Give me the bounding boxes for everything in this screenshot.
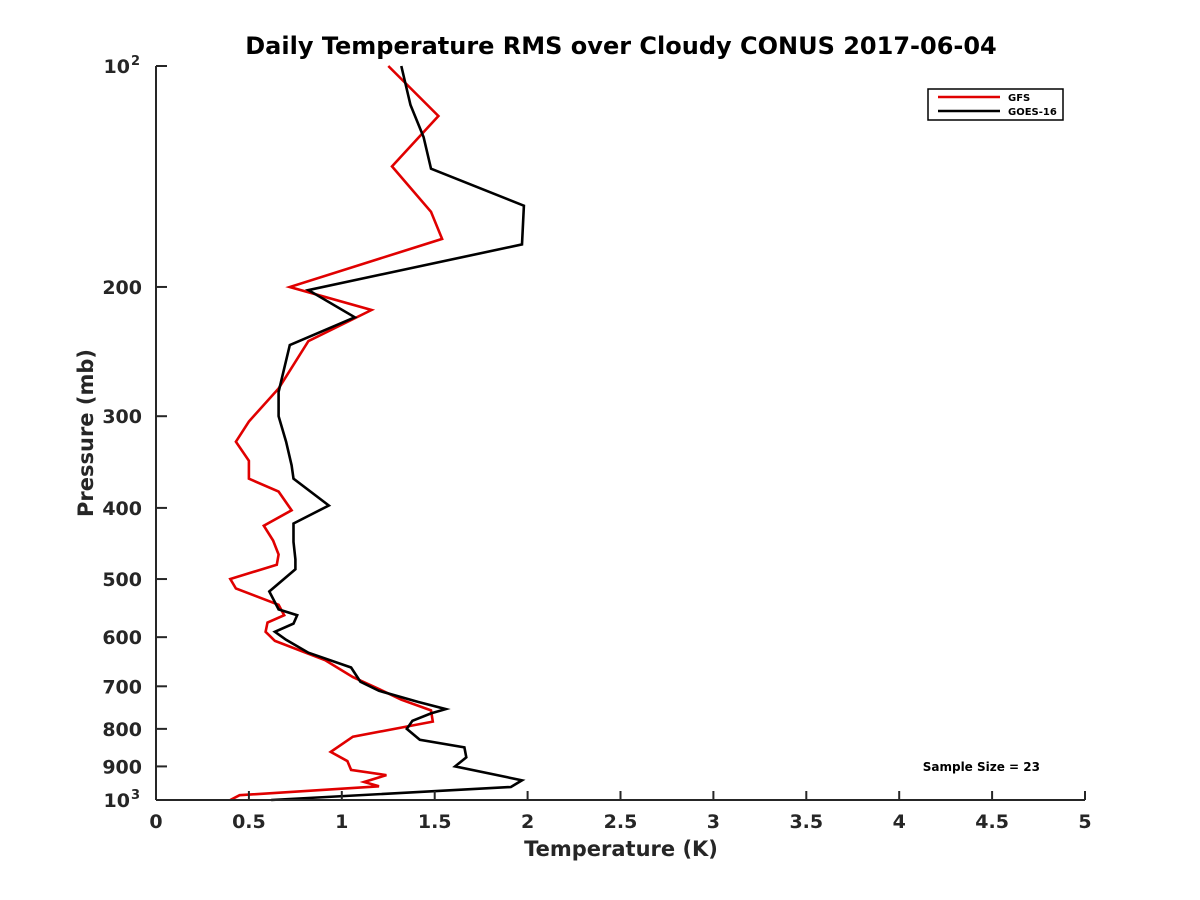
x-tick-label: 3.5 <box>789 811 823 833</box>
y-axis-label: Pressure (mb) <box>74 349 98 517</box>
y-tick-label: 600 <box>102 627 142 649</box>
series-line-goes-16 <box>267 65 526 802</box>
y-tick-label-exponent: 3 <box>131 788 140 803</box>
x-tick-label: 4 <box>893 811 906 833</box>
y-tick-label: 800 <box>102 719 142 741</box>
x-tick-label: 2.5 <box>604 811 638 833</box>
x-tick-label: 1.5 <box>418 811 452 833</box>
y-tick-label: 900 <box>102 756 142 778</box>
y-tick-label-exponent: 2 <box>131 54 140 69</box>
legend-label-goes-16: GOES-16 <box>1008 107 1057 118</box>
legend-box <box>927 88 1064 121</box>
legend: GFS GOES-16 <box>927 88 1064 121</box>
series-line-gfs <box>228 65 444 802</box>
y-tick-label: 300 <box>102 406 142 428</box>
sample-size-annotation: Sample Size = 23 <box>923 760 1040 774</box>
x-tick-label: 3 <box>707 811 720 833</box>
series-layer <box>228 65 526 802</box>
axes-layer: 0 0.5 1 1.5 2 2.5 3 3.5 4 4.5 510 22003004005006007… <box>102 54 1091 833</box>
x-tick-label: 4.5 <box>975 811 1009 833</box>
x-axis-label: Temperature (K) <box>524 837 718 861</box>
x-tick-label: 0.5 <box>232 811 266 833</box>
x-tick-label: 2 <box>521 811 534 833</box>
y-tick-label-base: 10 <box>104 56 130 78</box>
x-tick-label: 5 <box>1078 811 1091 833</box>
y-tick-label: 200 <box>102 277 142 299</box>
x-tick-label: 0 <box>149 811 162 833</box>
legend-label-gfs: GFS <box>1008 93 1030 104</box>
x-tick-label: 1 <box>335 811 348 833</box>
y-tick-label: 700 <box>102 676 142 698</box>
chart-title: Daily Temperature RMS over Cloudy CONUS … <box>245 32 997 60</box>
y-tick-label-base: 10 <box>104 790 130 812</box>
y-tick-label: 400 <box>102 498 142 520</box>
y-tick-label: 500 <box>102 569 142 591</box>
